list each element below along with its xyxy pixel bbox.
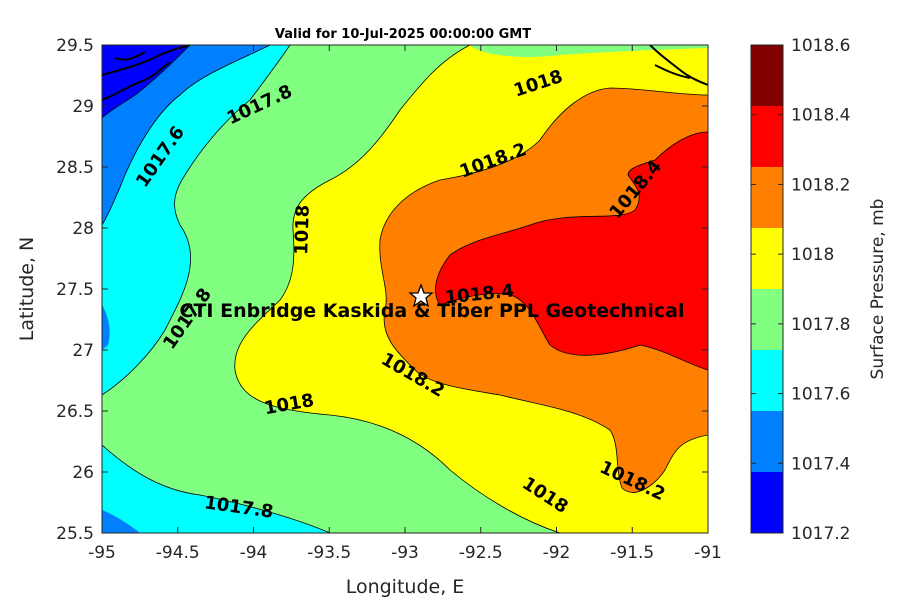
site-label: CTI Enbridge Kaskida & Tiber PPL Geotech… [180, 300, 685, 322]
y-tick-label: 29.5 [56, 36, 94, 56]
colorbar-segment [751, 411, 783, 472]
coastline [102, 45, 708, 101]
x-tick-label: -91 [694, 543, 722, 563]
x-tick-label: -94.5 [156, 543, 200, 563]
colorbar-tick-label: 1018 [791, 245, 834, 265]
x-tick-label: -93.5 [307, 543, 351, 563]
contour-lines [102, 45, 708, 533]
band-1017-4-left [102, 305, 110, 350]
x-tick-label: -91.5 [610, 543, 654, 563]
y-tick-label: 28 [72, 219, 94, 239]
map-title: Valid for 10-Jul-2025 00:00:00 GMT [275, 27, 531, 42]
y-tick-label: 26.5 [56, 402, 94, 422]
star-icon [408, 283, 434, 308]
contour-fill [102, 45, 708, 533]
colorbar-tick-label: 1018.2 [791, 175, 850, 195]
colorbar-segment [751, 167, 783, 228]
colorbar-frame [750, 44, 784, 534]
band-1017-4-topleft [102, 45, 270, 225]
colorbar-segment [751, 350, 783, 411]
colorbar-segment [751, 472, 783, 533]
x-tick-label: -94 [240, 543, 268, 563]
y-tick-label: 28.5 [56, 158, 94, 178]
band-1018-4 [435, 132, 708, 370]
y-tick-label: 27 [72, 341, 94, 361]
colorbar-tick-label: 1018.6 [791, 36, 850, 56]
colorbar-tick-label: 1017.8 [791, 315, 850, 335]
colorbar: 1018.6 1018.4 1018.2 1018 1017.8 1017.6 1017.4… [750, 36, 850, 544]
colorbar-tick-label: 1017.2 [791, 524, 850, 544]
colorbar-tick-label: 1017.4 [791, 454, 850, 474]
contour-label: 1018 [291, 204, 314, 255]
colorbar-tick-label: 1018.4 [791, 106, 850, 126]
y-tick-label: 26 [72, 463, 94, 483]
x-tick-label: -92.5 [459, 543, 503, 563]
y-tick-label: 29 [72, 97, 94, 117]
x-tick-label: -95 [88, 543, 116, 563]
colorbar-label: Surface Pressure, mb [868, 199, 888, 380]
colorbar-segment [751, 289, 783, 350]
colorbar-segment [751, 228, 783, 289]
x-axis-label: Longitude, E [346, 576, 465, 598]
colorbar-segment [751, 106, 783, 167]
colorbar-segment [751, 45, 783, 106]
x-axis-ticks: -95 -94.5 -94 -93.5 -93 -92.5 -92 -91.5 -91 [88, 45, 722, 563]
y-tick-label: 27.5 [56, 280, 94, 300]
y-axis-ticks: 29.5 29 28.5 28 27.5 27 26.5 26 25.5 [56, 36, 708, 544]
colorbar-tick-label: 1017.6 [791, 385, 850, 405]
y-axis-label: Latitude, N [16, 237, 38, 342]
y-tick-label: 25.5 [56, 524, 94, 544]
x-tick-label: -92 [543, 543, 571, 563]
x-tick-label: -93 [391, 543, 419, 563]
band-1017-4-bottomleft [102, 510, 140, 533]
